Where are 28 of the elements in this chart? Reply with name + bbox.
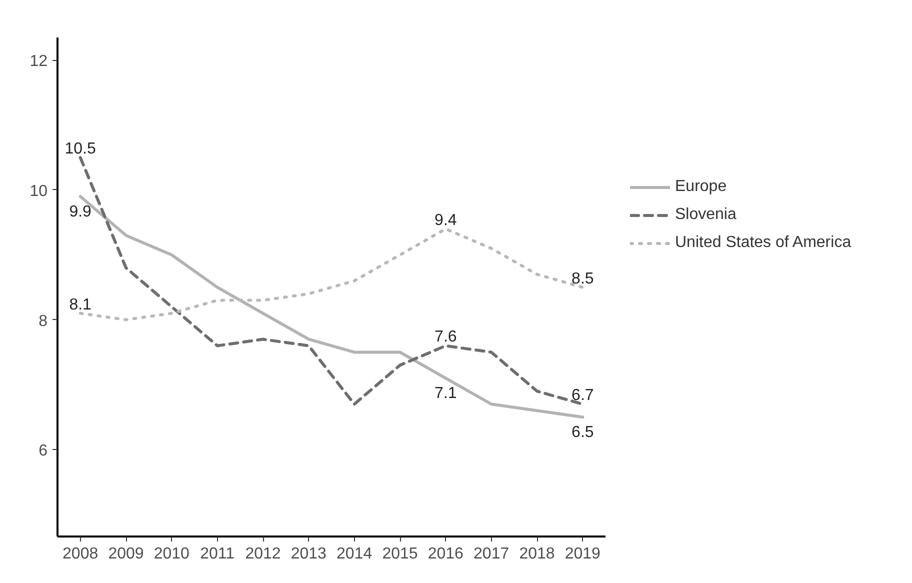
y-tick-label: 10 — [30, 182, 48, 200]
y-tick-label: 8 — [38, 312, 48, 330]
x-tick-label: 2016 — [428, 546, 464, 562]
x-tick-label: 2019 — [564, 546, 601, 562]
data-label: 7.1 — [434, 385, 457, 402]
x-tick-label: 2010 — [154, 546, 190, 562]
data-label: 6.7 — [572, 387, 594, 404]
data-label: 8.5 — [572, 270, 594, 288]
data-label: 8.1 — [69, 296, 92, 314]
data-label: 7.6 — [434, 328, 457, 346]
x-tick-label: 2018 — [519, 546, 555, 562]
data-label: 9.9 — [69, 203, 92, 220]
x-tick-label: 2011 — [200, 546, 235, 562]
legend-label: Slovenia — [675, 206, 736, 224]
x-tick-label: 2008 — [62, 546, 98, 562]
data-label: 9.4 — [434, 212, 457, 229]
x-tick-label: 2009 — [108, 546, 144, 562]
legend-label: Europe — [675, 178, 727, 196]
x-tick-label: 2017 — [474, 546, 510, 562]
x-tick-label: 2013 — [290, 546, 327, 562]
y-tick-label: 12 — [30, 53, 48, 70]
data-label: 10.5 — [64, 140, 96, 158]
x-tick-label: 2014 — [336, 546, 372, 562]
x-tick-label: 2015 — [382, 546, 418, 562]
y-tick-label: 6 — [38, 442, 48, 460]
legend-label: United States of America — [675, 234, 852, 252]
x-tick-label: 2012 — [245, 546, 281, 562]
data-label: 6.5 — [572, 424, 594, 442]
